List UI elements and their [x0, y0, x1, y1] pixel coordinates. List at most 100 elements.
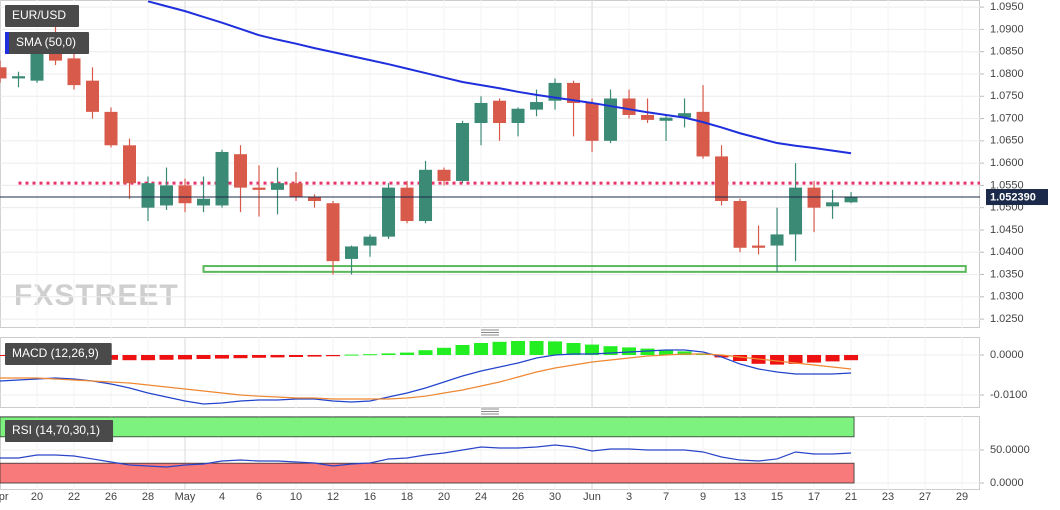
x-tick-label: 20 [438, 491, 450, 503]
x-tick-label: 9 [700, 491, 706, 503]
resize-grip[interactable] [481, 329, 499, 336]
y-tick-label: 50.0000 [990, 444, 1030, 456]
candle-body [419, 169, 433, 222]
candle-body [826, 202, 840, 207]
candle-body [252, 187, 266, 190]
candle-body [659, 117, 673, 121]
histogram-bar [307, 355, 322, 357]
candle-body [215, 151, 229, 206]
candle-body [456, 123, 470, 181]
x-tick-label: 4 [219, 491, 225, 503]
candle-body [474, 102, 488, 123]
histogram-bar [474, 343, 489, 355]
x-tick-label: 18 [401, 491, 413, 503]
candle-body [382, 187, 396, 237]
rsi-plot [0, 416, 980, 490]
y-tick-label: 1.0300 [990, 291, 1024, 303]
candle-body [844, 196, 858, 203]
x-tick-label: 22 [68, 491, 80, 503]
x-tick-label: 23 [882, 491, 894, 503]
y-tick-label: 1.0350 [990, 268, 1024, 280]
histogram-bar [566, 343, 581, 355]
price-plot [0, 0, 980, 328]
histogram-bar [529, 341, 544, 355]
axes: 1.02501.03001.03501.04001.04501.05001.05… [0, 1, 1048, 503]
x-tick-label: 26 [512, 491, 524, 503]
histogram-bar [233, 355, 248, 359]
candle-body [752, 245, 766, 248]
candle-body [696, 111, 710, 157]
rsi-band [0, 462, 855, 484]
rsi-band [0, 416, 855, 438]
histogram-bar [677, 351, 692, 355]
sma-line [147, 0, 852, 155]
x-tick-label: 13 [734, 491, 746, 503]
histogram-bar [381, 353, 396, 355]
macd-panel [0, 337, 980, 408]
x-tick-label: 28 [142, 491, 154, 503]
x-tick-label: 20 [31, 491, 43, 503]
resize-grip[interactable] [481, 408, 499, 415]
x-tick-label: 12 [327, 491, 339, 503]
histogram-bar [455, 345, 470, 355]
last-price-label: 1.052390 [990, 191, 1036, 203]
x-tick-label: 15 [771, 491, 783, 503]
candle-body [141, 183, 155, 208]
histogram-bar [0, 355, 7, 356]
y-tick-label: 1.0550 [990, 179, 1024, 191]
x-tick-label: 27 [919, 491, 931, 503]
candle-body [308, 196, 322, 201]
x-tick-label: May [175, 491, 196, 503]
candle-body [178, 185, 192, 204]
indicator-label: EUR/USD [12, 8, 66, 22]
candle-body [234, 154, 248, 188]
candle-body [733, 200, 747, 248]
histogram-bar [640, 348, 655, 355]
histogram-bar [733, 355, 748, 361]
label-box [5, 32, 90, 54]
histogram-bar [400, 352, 415, 355]
candle-body [789, 187, 803, 235]
last-price-box [986, 189, 1048, 206]
candle-body [12, 76, 26, 79]
histogram-bar [603, 346, 618, 355]
label-box [5, 5, 80, 27]
candle-body [104, 111, 118, 146]
candle-body [49, 49, 63, 61]
support-zone [202, 265, 967, 273]
histogram-bar [714, 355, 729, 358]
watermark: FXSTREET [14, 279, 179, 312]
x-tick-label: 21 [845, 491, 857, 503]
candle-body [123, 145, 137, 184]
x-tick-label: 29 [956, 491, 968, 503]
y-tick-label: 1.0450 [990, 224, 1024, 236]
candle-body [30, 49, 44, 81]
candle-body [289, 183, 303, 197]
x-tick-label: 16 [364, 491, 376, 503]
histogram-bar [252, 355, 267, 358]
candle-body [437, 169, 451, 181]
histogram-bar [418, 350, 433, 355]
x-tick-label: 6 [256, 491, 262, 503]
histogram-bar [122, 355, 137, 361]
histogram-bar [622, 347, 637, 355]
x-tick-label: 7 [663, 491, 669, 503]
y-tick-label: 0.0000 [990, 477, 1024, 489]
x-tick-label: Apr [0, 491, 9, 503]
x-tick-label: 17 [808, 491, 820, 503]
candle-body [770, 234, 784, 246]
macd-line [0, 353, 852, 400]
macd-plot [0, 337, 980, 408]
histogram-bar [215, 355, 230, 359]
candle-body [807, 187, 821, 208]
candle-body [345, 246, 359, 259]
histogram-bar [585, 344, 600, 355]
y-tick-label: 1.0600 [990, 157, 1024, 169]
indicator-label: SMA (50,0) [16, 35, 76, 49]
y-tick-label: 1.0400 [990, 246, 1024, 258]
candle-body [493, 100, 507, 123]
histogram-bar [141, 355, 156, 361]
histogram-bar [437, 347, 452, 355]
candle-body [400, 187, 414, 222]
